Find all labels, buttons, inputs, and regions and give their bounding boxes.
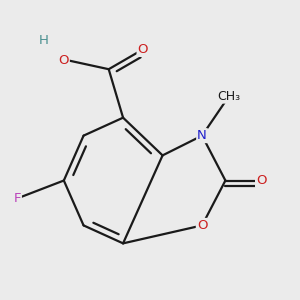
Text: N: N — [197, 129, 207, 142]
Text: O: O — [197, 219, 207, 232]
Text: F: F — [14, 192, 21, 205]
Text: O: O — [256, 174, 267, 187]
Text: O: O — [59, 54, 69, 67]
Text: H: H — [39, 34, 49, 47]
Text: CH₃: CH₃ — [218, 90, 241, 103]
Text: O: O — [138, 43, 148, 56]
